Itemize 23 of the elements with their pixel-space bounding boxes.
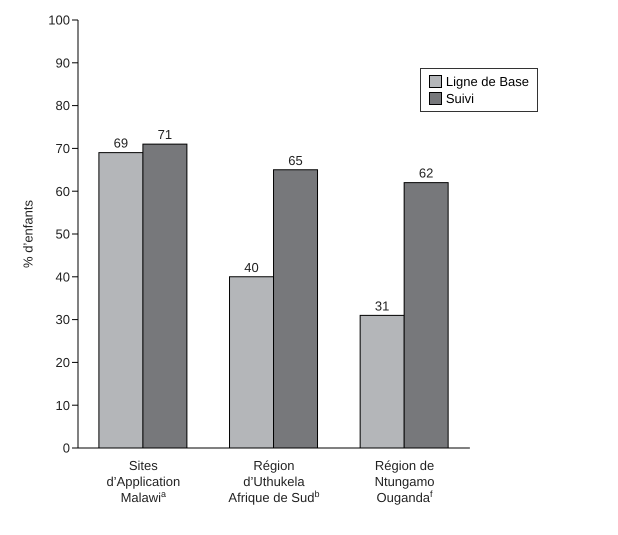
- data-label: 62: [418, 166, 434, 181]
- y-tick-label: 100: [48, 12, 70, 28]
- y-tick-label: 50: [56, 226, 70, 242]
- y-tick-label: 90: [56, 55, 70, 70]
- legend-label: Ligne de Base: [446, 74, 529, 89]
- y-axis-title: % d’enfants: [20, 200, 36, 268]
- x-tick-label: Sites d’Application Malawi$^{a}$: [106, 458, 180, 505]
- data-label: 40: [244, 260, 259, 275]
- y-tick-label: 30: [56, 312, 70, 328]
- data-label: 65: [288, 152, 303, 168]
- y-tick-label: 70: [56, 141, 70, 156]
- y-tick-label: 10: [56, 398, 70, 413]
- x-tick-label: Région d’Uthukela Afrique de Sud$^{b}$: [228, 458, 320, 505]
- legend-label: Suivi: [446, 91, 474, 106]
- y-tick-label: 80: [56, 98, 70, 114]
- y-tick-label: 40: [56, 269, 70, 284]
- y-tick-label: 0: [62, 440, 70, 456]
- y-tick-label: 20: [56, 355, 70, 370]
- data-label: 31: [374, 298, 390, 314]
- data-label: 71: [158, 127, 172, 142]
- data-label: 69: [114, 136, 128, 151]
- y-tick-label: 60: [56, 184, 70, 199]
- x-tick-label: Région de Ntungamo Ouganda$^{f}$: [374, 458, 435, 505]
